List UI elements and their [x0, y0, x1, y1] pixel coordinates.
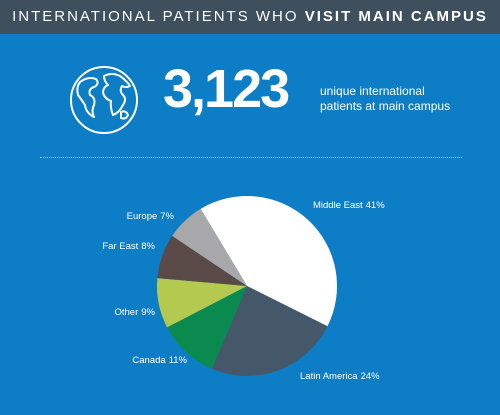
globe-icon	[70, 66, 138, 134]
slice-value: 9%	[141, 307, 155, 318]
header: INTERNATIONAL PATIENTS WHO VISIT MAIN CA…	[0, 0, 500, 34]
pie-slice	[172, 208, 247, 286]
slice-category: Europe	[127, 211, 158, 222]
slice-label: Latin America 24%	[300, 371, 380, 382]
pie-slice	[200, 195, 337, 327]
caption-line: unique international	[320, 84, 425, 98]
caption-line: patients at main campus	[320, 99, 451, 113]
pie-slice	[211, 286, 328, 376]
slice-category: Other	[115, 307, 139, 318]
slice-label: Other 9%	[115, 307, 156, 318]
header-title-bold: VISIT MAIN CAMPUS	[304, 8, 488, 25]
pie-slice	[156, 278, 247, 328]
pie-slice	[157, 235, 247, 286]
slice-value: 11%	[169, 355, 188, 366]
slice-category: Middle East	[313, 200, 363, 211]
divider	[40, 157, 462, 158]
header-title: INTERNATIONAL PATIENTS WHO	[12, 8, 299, 25]
pie-slice	[167, 286, 247, 369]
slice-value: 41%	[366, 200, 386, 211]
slice-category: Latin America	[300, 371, 358, 382]
slice-label: Far East 8%	[102, 241, 155, 252]
slice-value: 24%	[361, 371, 381, 382]
slice-value: 8%	[141, 241, 155, 252]
slice-label: Europe 7%	[127, 211, 175, 222]
slice-value: 7%	[160, 211, 174, 222]
slice-category: Canada	[132, 355, 166, 366]
stat-caption: unique international patients at main cam…	[320, 84, 450, 114]
slice-label: Canada 11%	[132, 355, 187, 366]
stat-number: 3,123	[163, 59, 290, 119]
slice-category: Far East	[102, 241, 138, 252]
slice-label: Middle East 41%	[313, 200, 385, 211]
